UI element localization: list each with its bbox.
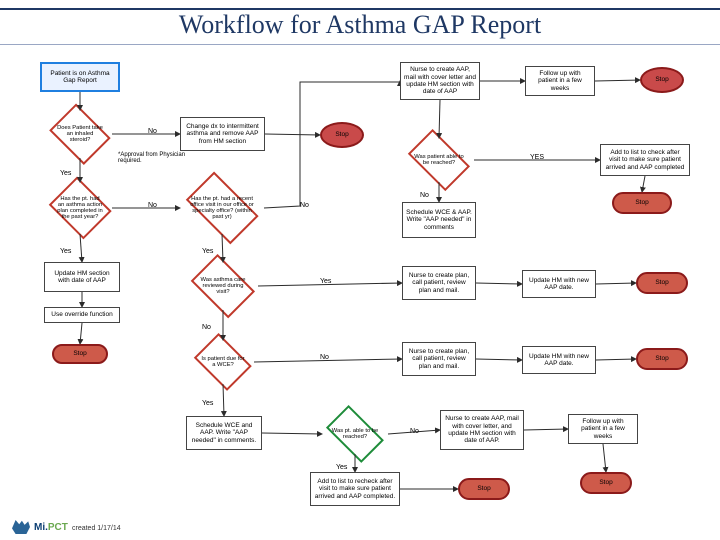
edge-label: Yes [320,278,331,285]
logo-text: Mi.PCT [34,522,68,533]
edge-label: No [148,128,157,135]
flow-node-t_stop3: Stop [612,192,672,214]
flow-node-d_reached1: Was patient able to be reached? [404,138,474,182]
edge-label: Yes [202,248,213,255]
physician-note: *Approval from Physician required. [118,152,188,164]
edge-label: No [320,354,329,361]
flow-node-p_update_new1: Update HM with new AAP date. [522,270,596,298]
flow-node-d_recent: Has the pt. had a recent office visit in… [180,182,264,234]
edge-label: YES [530,154,544,161]
page-title: Workflow for Asthma GAP Report [0,8,720,45]
flow-node-t_stop8: Stop [580,472,632,494]
flow-node-n_start: Patient is on Asthma Gap Report [40,62,120,92]
flow-node-p_update_new2: Update HM with new AAP date. [522,346,596,374]
flow-node-t_stop2: Stop [640,67,684,93]
edge-label: Yes [202,400,213,407]
flow-node-d_steroid: Does Patient take an inhaled steroid? [48,110,112,158]
flow-node-p_update_hm: Update HM section with date of AAP [44,262,120,292]
flow-node-p_change: Change dx to intermittent asthma and rem… [180,117,265,151]
edge-label: No [420,192,429,199]
flow-node-p_addlist: Add to list to check after visit to make… [600,144,690,176]
flow-node-t_stop1: Stop [320,122,364,148]
edge-label: Yes [336,464,347,471]
edge-label: No [410,428,419,435]
flow-node-p_nurse_call1: Nurse to create plan, call patient, revi… [402,266,476,300]
flow-node-p_follow1: Follow up with patient in a few weeks [525,66,595,96]
flow-node-p_nurse_aap: Nurse to create AAP, mail with cover let… [400,62,480,100]
flow-node-p_sched2: Schedule WCE and AAP. Write "AAP needed"… [186,416,262,450]
michigan-icon [12,520,30,534]
flow-node-p_sched1: Schedule WCE & AAP. Write "AAP needed" i… [402,202,476,238]
flow-node-d_wce: Is patient due for a WCE? [192,340,254,384]
flowchart-diagram: Patient is on Asthma Gap Report Does Pati… [0,52,720,530]
flow-node-p_nurse_aap2: Nurse to create AAP, mail with cover let… [440,410,524,450]
created-date: created 1/17/14 [72,525,121,532]
edge-label: Yes [60,170,71,177]
flow-node-p_override: Use override function [44,307,120,323]
edge-label: No [202,324,211,331]
edge-label: Yes [60,248,71,255]
flow-node-d_reached2: Was pt. able to be reached? [322,414,388,454]
flow-node-p_recheck: Add to list to recheck after visit to ma… [310,472,400,506]
flow-node-p_nurse_call2: Nurse to create plan, call patient, revi… [402,342,476,376]
flow-node-d_aap_year: Has the pt. had an asthma action plan co… [48,182,112,234]
flow-node-p_follow2: Follow up with patient in a few weeks [568,414,638,444]
edge-label: No [300,202,309,209]
edge-label: No [148,202,157,209]
flow-node-t_stop6: Stop [636,348,688,370]
logo: Mi.PCT [12,520,68,534]
flow-node-t_stop5: Stop [636,272,688,294]
flow-node-t_stop7: Stop [458,478,510,500]
flow-node-t_stop4: Stop [52,344,108,364]
flow-node-d_reviewed: Was asthma care reviewed during visit? [188,262,258,310]
